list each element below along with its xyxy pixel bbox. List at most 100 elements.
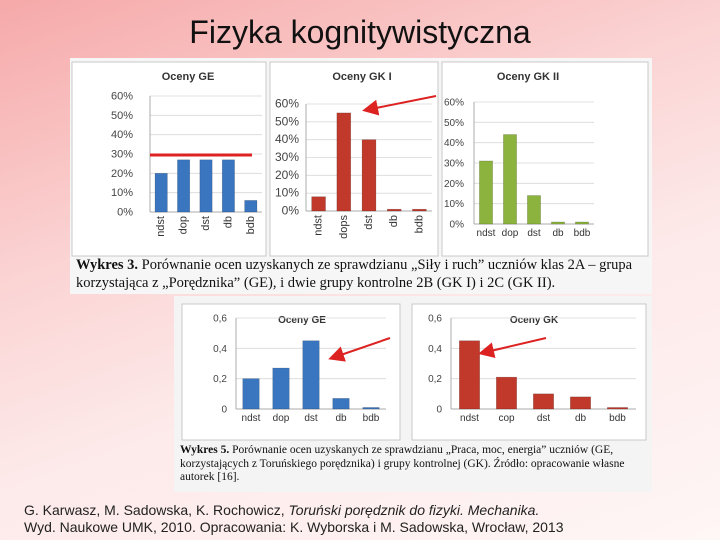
chart-1-category-label: dop: [178, 216, 190, 234]
footer-authors: G. Karwasz, M. Sadowska, K. Rochowicz,: [24, 502, 285, 518]
red-arrow-annotation: [362, 95, 437, 116]
chart-3-frame: [441, 61, 649, 257]
chart-2-bar-dst: [361, 139, 377, 212]
chart-1-frame: [71, 61, 267, 257]
chart-5-tick-label: 0,6: [428, 314, 442, 325]
chart-4-category-label: dst: [304, 413, 318, 424]
chart-5-tick-label: 0: [436, 405, 442, 416]
chart-3-bar-dop: [503, 134, 517, 225]
chart-2-tick-label: 10%: [275, 186, 299, 200]
chart-1-bar-ndst: [154, 173, 168, 213]
chart-4-title: Oceny GE: [278, 315, 326, 326]
chart-2-category-label: dst: [363, 215, 375, 230]
chart-1-bar-bdb: [244, 200, 258, 213]
chart-5-category-label: ndst: [460, 413, 479, 424]
chart-4-category-label: bdb: [363, 413, 380, 424]
chart-5-bar-db: [570, 396, 591, 410]
chart-1-bar-dst: [199, 159, 213, 213]
chart-5: Oceny GK 0 0,2 0,4 0,6 ndst cop dst db bdb: [411, 303, 647, 441]
chart-1-tick-label: 0%: [117, 207, 133, 219]
chart-3-category-label: dst: [527, 228, 541, 239]
chart-1-category-label: ndst: [155, 216, 167, 237]
chart-5-bar-dst: [533, 393, 554, 410]
caption-bottom-text: Porównanie ocen uzyskanych ze sprawdzian…: [180, 444, 625, 483]
footer-line2: Wyd. Naukowe UMK, 2010. Opracowania: K. …: [24, 519, 564, 535]
top-figure-panel: Oceny GE 0% 10% 20% 30% 40% 50% 60% ndst dop dst db…: [70, 58, 652, 294]
red-arrow-annotation: [328, 337, 391, 362]
caption-top-text: Porównanie ocen uzyskanych ze sprawdzian…: [76, 257, 633, 291]
chart-5-category-label: dst: [537, 413, 551, 424]
chart-2-tick-label: 20%: [275, 168, 299, 182]
chart-2-tick-label: 0%: [282, 204, 300, 218]
chart-2-tick-label: 40%: [275, 132, 299, 146]
chart-1-category-label: bdb: [245, 216, 257, 234]
red-arrow-annotation: [478, 337, 547, 359]
chart-5-category-label: bdb: [609, 413, 626, 424]
chart-4-bar-ndst: [242, 378, 260, 410]
chart-3-title: Oceny GK II: [497, 71, 559, 83]
chart-3-bar-ndst: [479, 160, 493, 225]
caption-top-label: Wykres 3.: [76, 257, 139, 273]
chart-3-tick-label: 40%: [444, 138, 464, 149]
chart-4-bar-dst: [302, 340, 320, 410]
chart-3-tick-label: 10%: [444, 199, 464, 210]
chart-4-category-label: dop: [273, 413, 290, 424]
chart-4-tick-label: 0,6: [213, 314, 227, 325]
chart-5-bar-ndst: [459, 340, 480, 410]
chart-2-frame: [269, 61, 439, 257]
chart-2-category-label: bdb: [413, 215, 425, 233]
chart-3-category-label: dop: [502, 228, 519, 239]
chart-1-category-label: db: [222, 216, 234, 228]
top-figure-caption: Wykres 3. Porównanie ocen uzyskanych ze …: [76, 256, 648, 292]
chart-5-tick-label: 0,2: [428, 374, 442, 385]
chart-4: Oceny GE 0 0,2 0,4 0,6 ndst dop dst db bdb: [181, 303, 401, 441]
chart-1-bar-dop: [177, 159, 191, 213]
chart-3-category-label: bdb: [574, 228, 591, 239]
bottom-figure-caption: Wykres 5. Porównanie ocen uzyskanych ze …: [180, 444, 646, 485]
chart-1-tick-label: 50%: [111, 110, 133, 122]
chart-5-bar-cop: [496, 376, 517, 410]
chart-1-tick-label: 20%: [111, 168, 133, 180]
chart-4-bar-dop: [272, 367, 290, 410]
chart-2-tick-label: 50%: [275, 114, 299, 128]
chart-3-tick-label: 60%: [444, 98, 464, 109]
chart-3-tick-label: 20%: [444, 179, 464, 190]
chart-4-bar-db: [332, 398, 350, 410]
chart-2-bar-ndst: [311, 196, 326, 212]
chart-2: Oceny GK I 0% 10% 20% 30% 40% 50% 60% ndst dops ds…: [269, 61, 439, 257]
chart-3-bar-bdb: [575, 221, 589, 225]
chart-1-tick-label: 40%: [111, 129, 133, 141]
chart-1-tick-label: 60%: [111, 91, 133, 103]
chart-1: Oceny GE 0% 10% 20% 30% 40% 50% 60% ndst dop dst db…: [71, 61, 267, 257]
chart-4-frame: [181, 303, 401, 441]
chart-4-tick-label: 0,4: [213, 344, 227, 355]
chart-2-bar-db: [386, 208, 402, 212]
chart-3: Oceny GK II 0% 10% 20% 30% 40% 50% 60% ndst dop ds…: [441, 61, 649, 257]
chart-5-category-label: cop: [498, 413, 515, 424]
chart-4-bar-bdb: [362, 407, 380, 410]
chart-2-category-label: ndst: [313, 215, 325, 236]
chart-2-bar-dops: [336, 112, 352, 212]
chart-1-category-label: dst: [200, 216, 212, 231]
chart-3-tick-label: 0%: [450, 220, 465, 231]
source-footer: G. Karwasz, M. Sadowska, K. Rochowicz, T…: [24, 502, 714, 536]
chart-1-title: Oceny GE: [162, 71, 215, 83]
chart-4-tick-label: 0,2: [213, 374, 227, 385]
slide-title: Fizyka kognitywistyczna: [189, 14, 531, 50]
chart-4-category-label: ndst: [242, 413, 261, 424]
chart-1-tick-label: 30%: [111, 149, 133, 161]
chart-3-tick-label: 50%: [444, 118, 464, 129]
chart-3-category-label: ndst: [477, 228, 496, 239]
chart-3-tick-label: 30%: [444, 159, 464, 170]
chart-1-bar-db: [221, 159, 235, 213]
chart-5-title: Oceny GK: [510, 315, 559, 326]
chart-4-tick-label: 0: [221, 405, 227, 416]
chart-2-category-label: dops: [338, 215, 350, 239]
chart-3-bar-db: [551, 221, 565, 225]
chart-2-tick-label: 60%: [275, 97, 299, 111]
chart-2-bar-bdb: [412, 208, 427, 212]
chart-4-category-label: db: [335, 413, 347, 424]
chart-2-category-label: db: [388, 215, 400, 227]
chart-3-bar-dst: [527, 195, 541, 225]
